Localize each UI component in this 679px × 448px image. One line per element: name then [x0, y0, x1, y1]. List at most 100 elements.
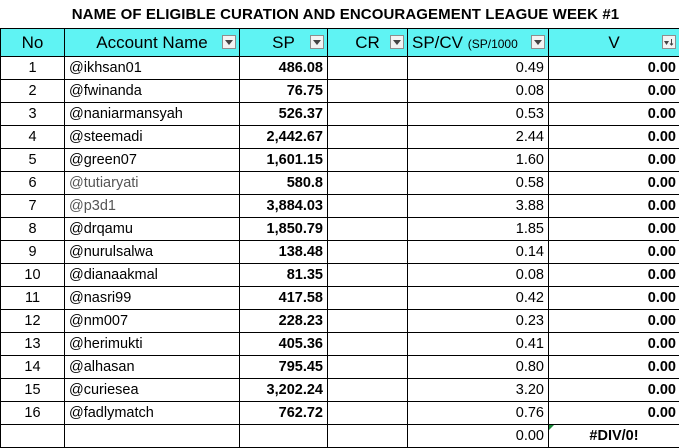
- cell-sp[interactable]: 405.36: [240, 333, 328, 356]
- cell-sp-cv[interactable]: 0.08: [408, 264, 549, 287]
- cell-v[interactable]: 0.00: [549, 310, 679, 333]
- table-row[interactable]: 3 @naniarmansyah 526.37 0.53 0.00: [1, 103, 679, 126]
- cell-account[interactable]: @nurulsalwa: [65, 241, 240, 264]
- cell-sp-cv[interactable]: 3.20: [408, 379, 549, 402]
- cell-account[interactable]: @fadlymatch: [65, 402, 240, 425]
- cell-account[interactable]: @alhasan: [65, 356, 240, 379]
- cell-v[interactable]: 0.00: [549, 57, 679, 80]
- cell-account[interactable]: @nasri99: [65, 287, 240, 310]
- cell-v[interactable]: 0.00: [549, 264, 679, 287]
- cell-no[interactable]: 11: [1, 287, 65, 310]
- cell-account[interactable]: @naniarmansyah: [65, 103, 240, 126]
- table-row[interactable]: 1 @ikhsan01 486.08 0.49 0.00: [1, 57, 679, 80]
- cell-no[interactable]: 3: [1, 103, 65, 126]
- table-row[interactable]: 11 @nasri99 417.58 0.42 0.00: [1, 287, 679, 310]
- cell-sp[interactable]: 3,202.24: [240, 379, 328, 402]
- cell-no[interactable]: 2: [1, 80, 65, 103]
- cell-sp[interactable]: 762.72: [240, 402, 328, 425]
- cell-cr[interactable]: [328, 103, 408, 126]
- cell-sp-cv[interactable]: 0.42: [408, 287, 549, 310]
- cell-cr[interactable]: [328, 356, 408, 379]
- table-row[interactable]: 4 @steemadi 2,442.67 2.44 0.00: [1, 126, 679, 149]
- cell-cr[interactable]: [328, 149, 408, 172]
- cell-account[interactable]: @p3d1: [65, 195, 240, 218]
- cell-cr[interactable]: [328, 287, 408, 310]
- cell-no[interactable]: 16: [1, 402, 65, 425]
- cell-v[interactable]: 0.00: [549, 287, 679, 310]
- cell-sp-cv[interactable]: 0.53: [408, 103, 549, 126]
- table-row[interactable]: 7 @p3d1 3,884.03 3.88 0.00: [1, 195, 679, 218]
- table-row[interactable]: 9 @nurulsalwa 138.48 0.14 0.00: [1, 241, 679, 264]
- cell-sp[interactable]: 486.08: [240, 57, 328, 80]
- cell-no[interactable]: 7: [1, 195, 65, 218]
- cell-cr[interactable]: [328, 241, 408, 264]
- cell-no[interactable]: 4: [1, 126, 65, 149]
- cell-account[interactable]: @steemadi: [65, 126, 240, 149]
- cell-cr[interactable]: [328, 172, 408, 195]
- cell-no[interactable]: 15: [1, 379, 65, 402]
- total-v-error[interactable]: #DIV/0!: [549, 425, 679, 448]
- cell-sp[interactable]: 2,442.67: [240, 126, 328, 149]
- cell-v[interactable]: 0.00: [549, 172, 679, 195]
- cell-account[interactable]: @herimukti: [65, 333, 240, 356]
- cell-empty[interactable]: [240, 425, 328, 448]
- cell-sp[interactable]: 526.37: [240, 103, 328, 126]
- cell-sp[interactable]: 3,884.03: [240, 195, 328, 218]
- cell-no[interactable]: 9: [1, 241, 65, 264]
- cell-no[interactable]: 5: [1, 149, 65, 172]
- cell-account[interactable]: @nm007: [65, 310, 240, 333]
- cell-v[interactable]: 0.00: [549, 402, 679, 425]
- cell-cr[interactable]: [328, 126, 408, 149]
- cell-v[interactable]: 0.00: [549, 103, 679, 126]
- table-row[interactable]: 10 @dianaakmal 81.35 0.08 0.00: [1, 264, 679, 287]
- cell-account[interactable]: @drqamu: [65, 218, 240, 241]
- cell-account[interactable]: @green07: [65, 149, 240, 172]
- filter-dropdown-icon[interactable]: [390, 35, 404, 49]
- cell-sp[interactable]: 1,850.79: [240, 218, 328, 241]
- cell-empty[interactable]: [65, 425, 240, 448]
- cell-sp-cv[interactable]: 0.08: [408, 80, 549, 103]
- cell-cr[interactable]: [328, 264, 408, 287]
- cell-sp-cv[interactable]: 0.49: [408, 57, 549, 80]
- cell-no[interactable]: 10: [1, 264, 65, 287]
- cell-cr[interactable]: [328, 379, 408, 402]
- cell-sp-cv[interactable]: 1.85: [408, 218, 549, 241]
- table-row[interactable]: 16 @fadlymatch 762.72 0.76 0.00: [1, 402, 679, 425]
- cell-sp-cv[interactable]: 0.58: [408, 172, 549, 195]
- table-row[interactable]: 5 @green07 1,601.15 1.60 0.00: [1, 149, 679, 172]
- cell-no[interactable]: 13: [1, 333, 65, 356]
- table-row[interactable]: 14 @alhasan 795.45 0.80 0.00: [1, 356, 679, 379]
- cell-cr[interactable]: [328, 310, 408, 333]
- cell-no[interactable]: 1: [1, 57, 65, 80]
- filter-dropdown-icon[interactable]: [222, 35, 236, 49]
- cell-cr[interactable]: [328, 333, 408, 356]
- cell-sp-cv[interactable]: 3.88: [408, 195, 549, 218]
- filter-dropdown-icon[interactable]: [310, 35, 324, 49]
- cell-sp-cv[interactable]: 0.41: [408, 333, 549, 356]
- cell-sp-cv[interactable]: 0.23: [408, 310, 549, 333]
- cell-account[interactable]: @fwinanda: [65, 80, 240, 103]
- cell-sp-cv[interactable]: 0.80: [408, 356, 549, 379]
- total-sp-cv[interactable]: 0.00: [408, 425, 549, 448]
- cell-v[interactable]: 0.00: [549, 218, 679, 241]
- filter-dropdown-icon[interactable]: [531, 35, 545, 49]
- cell-no[interactable]: 14: [1, 356, 65, 379]
- cell-sp[interactable]: 76.75: [240, 80, 328, 103]
- cell-empty[interactable]: [328, 425, 408, 448]
- totals-row[interactable]: 0.00 #DIV/0!: [1, 425, 679, 448]
- cell-cr[interactable]: [328, 218, 408, 241]
- cell-sp[interactable]: 580.8: [240, 172, 328, 195]
- table-row[interactable]: 8 @drqamu 1,850.79 1.85 0.00: [1, 218, 679, 241]
- cell-sp-cv[interactable]: 0.14: [408, 241, 549, 264]
- cell-sp[interactable]: 81.35: [240, 264, 328, 287]
- cell-sp-cv[interactable]: 1.60: [408, 149, 549, 172]
- cell-sp-cv[interactable]: 0.76: [408, 402, 549, 425]
- cell-sp[interactable]: 228.23: [240, 310, 328, 333]
- cell-v[interactable]: 0.00: [549, 80, 679, 103]
- cell-sp[interactable]: 138.48: [240, 241, 328, 264]
- cell-account[interactable]: @curiesea: [65, 379, 240, 402]
- table-row[interactable]: 13 @herimukti 405.36 0.41 0.00: [1, 333, 679, 356]
- cell-no[interactable]: 12: [1, 310, 65, 333]
- table-row[interactable]: 6 @tutiaryati 580.8 0.58 0.00: [1, 172, 679, 195]
- cell-sp[interactable]: 795.45: [240, 356, 328, 379]
